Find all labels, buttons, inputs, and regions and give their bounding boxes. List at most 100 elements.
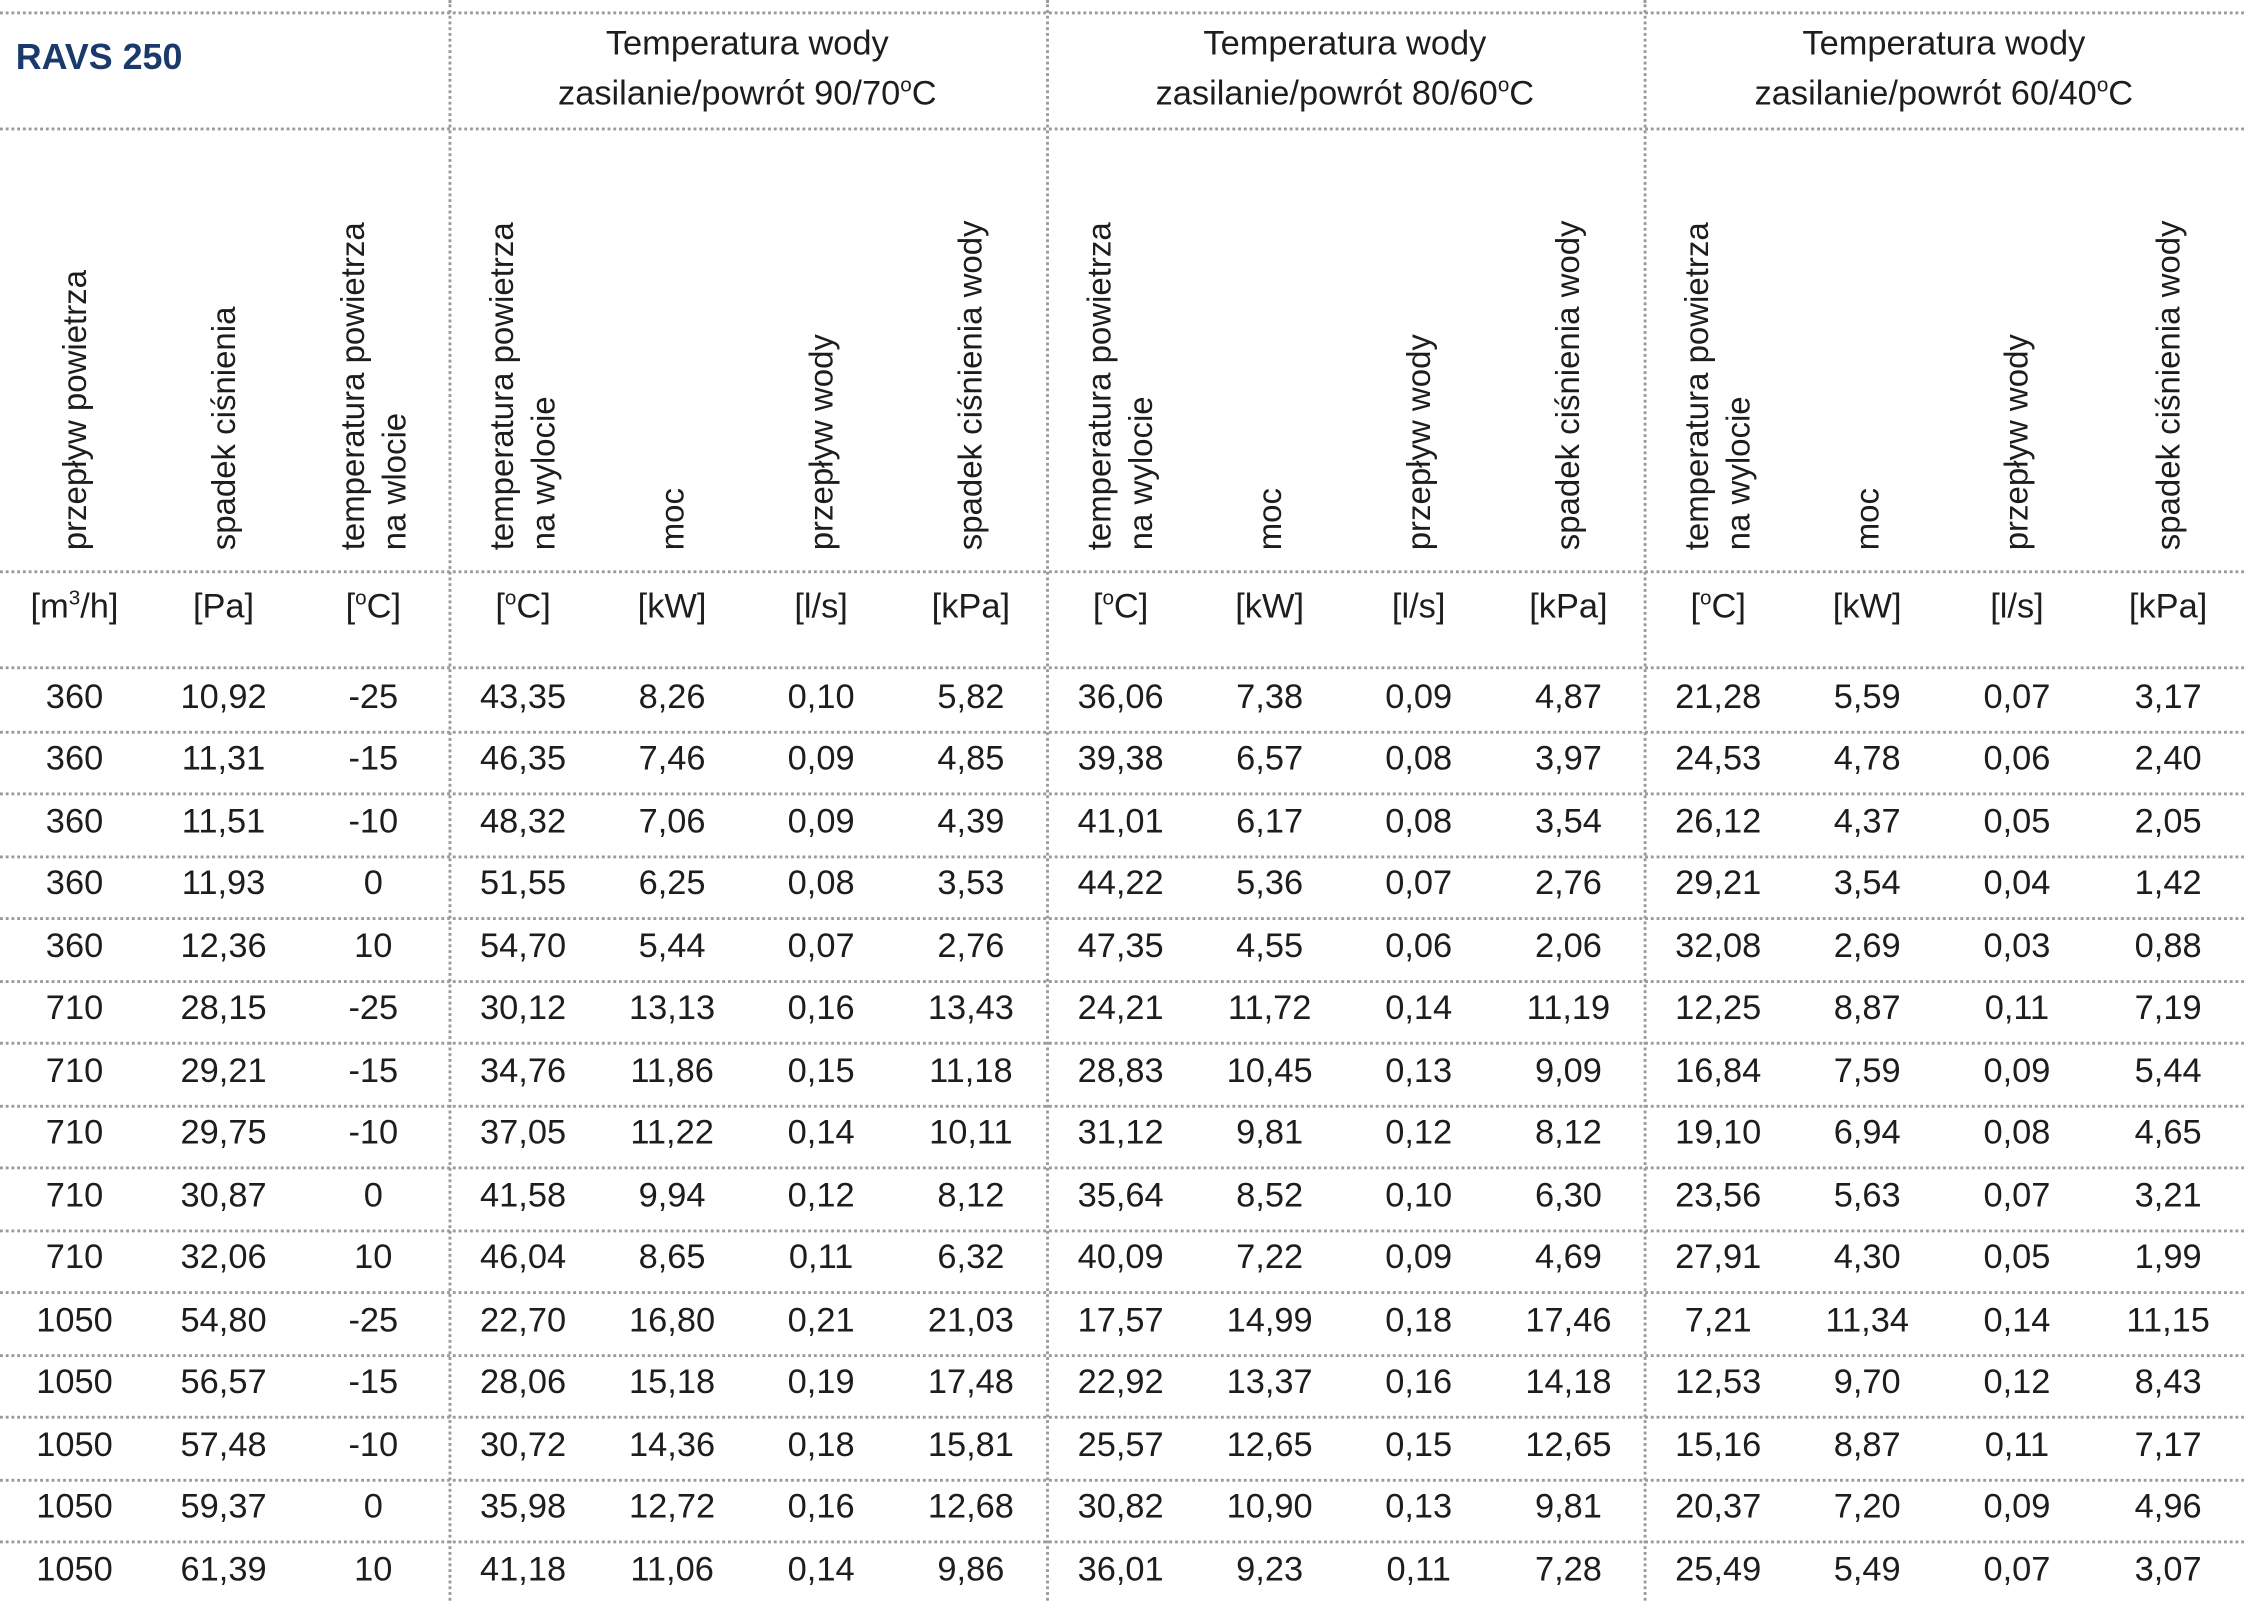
table-cell: 0: [363, 1487, 383, 1527]
table-cell: 5,49: [1833, 1549, 1901, 1589]
table-cell: 3,54: [1833, 864, 1901, 903]
group-header-line2: zasilanie/powrót 80/60oC: [1155, 73, 1535, 113]
row-divider: [0, 1478, 2244, 1482]
column-header-line: temperatura powietrza: [333, 222, 371, 551]
table-cell: 30,82: [1077, 1487, 1164, 1527]
table-cell: 4,65: [2134, 1113, 2202, 1153]
column-header-line: spadek ciśnienia wody: [2148, 220, 2187, 551]
table-cell: 10: [354, 1549, 393, 1589]
table-cell: 0,18: [1385, 1300, 1453, 1340]
table-cell: 4,87: [1534, 677, 1602, 716]
table-cell: 14,18: [1525, 1362, 1612, 1402]
column-header-line: temperatura powietrza: [1678, 222, 1716, 551]
table-cell: 11,93: [181, 864, 266, 903]
header-divider: [0, 570, 2244, 574]
table-cell: 4,39: [937, 801, 1005, 841]
column-header-line: spadek ciśnienia wody: [951, 220, 989, 551]
table-cell: 27,91: [1675, 1238, 1762, 1277]
table-cell: 0,12: [787, 1175, 855, 1215]
unit-label: [oC]: [1690, 587, 1746, 627]
column-header-line: temperatura powietrza: [1080, 222, 1118, 551]
table-cell: 7,38: [1236, 677, 1304, 716]
table-cell: 41,18: [480, 1549, 567, 1589]
table-cell: 7,19: [2134, 988, 2202, 1028]
table-cell: 9,94: [638, 1175, 706, 1215]
table-cell: 0,08: [787, 864, 855, 903]
table-cell: 0,11: [1386, 1549, 1451, 1589]
table-cell: 0,07: [1983, 677, 2051, 716]
table-cell: 4,30: [1833, 1238, 1901, 1277]
table-cell: 4,69: [1534, 1238, 1602, 1277]
row-divider: [0, 1166, 2244, 1170]
table-cell: 29,21: [1675, 864, 1762, 903]
table-cell: 4,96: [2134, 1487, 2202, 1527]
table-cell: 15,16: [1675, 1425, 1762, 1464]
table-cell: 14,99: [1226, 1300, 1313, 1340]
column-header-text: przepływ wody: [1996, 334, 2038, 550]
table-cell: 5,36: [1236, 864, 1304, 903]
table-cell: 12,65: [1525, 1425, 1612, 1464]
row-divider: [0, 1353, 2244, 1357]
table-cell: 8,52: [1236, 1175, 1304, 1215]
unit-label: [kW]: [637, 587, 707, 627]
table-cell: 48,32: [480, 801, 567, 841]
table-cell: 2,05: [2134, 801, 2202, 841]
table-cell: 0,11: [1984, 988, 2050, 1028]
table-cell: 0,07: [1385, 864, 1453, 903]
table-cell: 0,11: [788, 1238, 854, 1277]
table-cell: 0,03: [1983, 926, 2051, 966]
table-cell: 2,76: [937, 926, 1005, 966]
table-cell: 1050: [36, 1425, 113, 1464]
group-header: Temperatura wody zasilanie/powrót 90/70oC: [449, 14, 1047, 121]
unit-label: [oC]: [495, 587, 551, 627]
column-header-line: na wylocie: [1122, 396, 1160, 551]
table-cell: 0,09: [1983, 1051, 2051, 1090]
table-cell: 6,94: [1833, 1113, 1901, 1153]
table-cell: 0,12: [1385, 1113, 1453, 1153]
column-header-line: moc: [1847, 488, 1886, 551]
table-cell: 7,28: [1534, 1549, 1602, 1589]
column-header-text: temperatura powietrza na wylocie: [481, 222, 564, 550]
column-header-text: spadek ciśnienia wody: [1548, 220, 1590, 550]
table-cell: 29,75: [180, 1113, 267, 1153]
table-cell: 6,30: [1534, 1175, 1602, 1215]
table-cell: -15: [348, 1362, 399, 1402]
table-cell: 0,18: [787, 1425, 855, 1464]
table-cell: 7,59: [1833, 1051, 1901, 1090]
table-cell: 11,51: [181, 801, 266, 841]
table-cell: 13,37: [1226, 1362, 1313, 1402]
table-cell: 0,05: [1983, 801, 2051, 841]
table-cell: 46,35: [480, 739, 567, 779]
table-cell: 9,81: [1534, 1487, 1602, 1527]
table-cell: 11,72: [1227, 988, 1312, 1028]
group-header-line2: zasilanie/powrót 60/40oC: [1754, 73, 2134, 113]
row-divider: [0, 854, 2244, 858]
table-cell: 8,65: [638, 1238, 706, 1277]
table-cell: 28,06: [480, 1362, 567, 1402]
table-cell: 12,36: [180, 926, 267, 966]
table-cell: 35,98: [480, 1487, 567, 1527]
group-divider: [1046, 0, 1049, 1601]
table-cell: 0,21: [787, 1300, 855, 1340]
group-header-line1: Temperatura wody: [1802, 23, 2086, 63]
column-header-text: moc: [1249, 488, 1291, 550]
table-cell: -25: [348, 1300, 399, 1340]
unit-label: [kPa]: [931, 587, 1011, 627]
table-cell: 0,05: [1983, 1238, 2051, 1277]
column-header-line: przepływ wody: [1399, 334, 1437, 551]
table-cell: 0,13: [1385, 1487, 1453, 1527]
table-cell: 9,86: [937, 1549, 1005, 1589]
column-header-line: moc: [652, 488, 690, 551]
table-cell: 0: [363, 1175, 383, 1215]
table-cell: 0,88: [2134, 926, 2202, 966]
table-cell: 1050: [36, 1300, 113, 1340]
table-cell: 21,03: [927, 1300, 1014, 1340]
table-cell: 35,64: [1077, 1175, 1164, 1215]
table-cell: 17,48: [927, 1362, 1014, 1402]
table-cell: 6,17: [1236, 801, 1304, 841]
table-cell: 12,53: [1675, 1362, 1762, 1402]
table-cell: 22,70: [480, 1300, 567, 1340]
table-cell: -10: [348, 801, 399, 841]
table-cell: 710: [45, 1051, 104, 1090]
unit-label: [Pa]: [192, 587, 255, 627]
